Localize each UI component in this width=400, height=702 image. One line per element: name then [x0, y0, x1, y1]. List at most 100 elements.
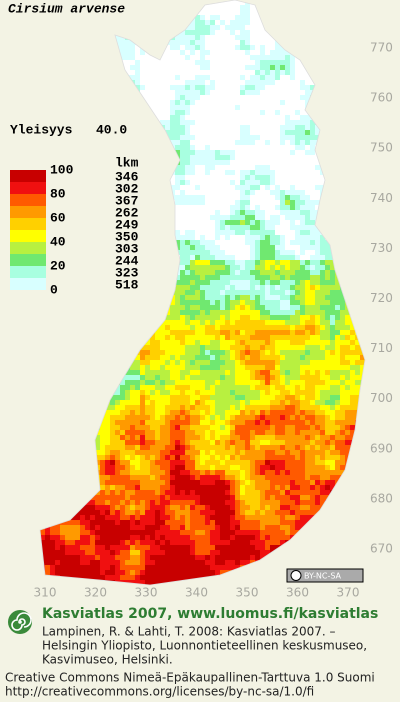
map-cell	[215, 305, 220, 310]
map-cell	[365, 30, 370, 35]
map-cell	[280, 160, 285, 165]
map-cell	[70, 200, 75, 205]
map-cell	[365, 215, 370, 220]
map-cell	[235, 130, 240, 135]
map-cell	[95, 160, 100, 165]
map-cell	[325, 270, 330, 275]
map-cell	[90, 130, 95, 135]
map-cell	[350, 310, 355, 315]
map-cell	[200, 155, 205, 160]
map-cell	[285, 315, 290, 320]
map-cell	[210, 185, 215, 190]
map-cell	[190, 355, 195, 360]
map-cell	[290, 305, 295, 310]
map-cell	[70, 285, 75, 290]
map-cell	[290, 255, 295, 260]
map-cell	[305, 340, 310, 345]
map-cell	[115, 315, 120, 320]
map-cell	[110, 30, 115, 35]
map-cell	[130, 135, 135, 140]
map-cell	[260, 185, 265, 190]
map-cell	[165, 55, 170, 60]
map-cell	[135, 355, 140, 360]
map-cell	[250, 25, 255, 30]
map-cell	[245, 185, 250, 190]
map-cell	[180, 115, 185, 120]
map-cell	[295, 120, 300, 125]
map-cell	[315, 285, 320, 290]
map-cell	[350, 15, 355, 20]
map-cell	[245, 265, 250, 270]
map-cell	[165, 115, 170, 120]
map-cell	[250, 330, 255, 335]
map-cell	[35, 155, 40, 160]
map-cell	[155, 220, 160, 225]
map-cell	[365, 165, 370, 170]
map-cell	[210, 150, 215, 155]
map-cell	[115, 75, 120, 80]
map-cell	[230, 100, 235, 105]
map-cell	[240, 165, 245, 170]
map-cell	[310, 220, 315, 225]
map-cell	[325, 85, 330, 90]
map-cell	[335, 365, 340, 370]
map-cell	[165, 160, 170, 165]
map-cell	[175, 10, 180, 15]
map-cell	[95, 45, 100, 50]
map-cell	[105, 55, 110, 60]
map-cell	[70, 275, 75, 280]
map-cell	[300, 270, 305, 275]
map-cell	[275, 325, 280, 330]
map-cell	[205, 250, 210, 255]
map-cell	[315, 70, 320, 75]
map-cell	[175, 225, 180, 230]
map-cell	[325, 105, 330, 110]
map-cell	[105, 220, 110, 225]
map-cell	[180, 345, 185, 350]
map-cell	[95, 355, 100, 360]
map-cell	[120, 100, 125, 105]
map-cell	[285, 35, 290, 40]
map-cell	[170, 90, 175, 95]
map-cell	[265, 195, 270, 200]
map-cell	[115, 370, 120, 375]
map-cell	[285, 295, 290, 300]
map-cell	[145, 350, 150, 355]
map-cell	[230, 270, 235, 275]
map-cell	[320, 80, 325, 85]
map-cell	[150, 130, 155, 135]
map-cell	[345, 145, 350, 150]
map-cell	[350, 110, 355, 115]
map-cell	[355, 20, 360, 25]
map-cell	[205, 150, 210, 155]
map-cell	[365, 5, 370, 10]
map-cell	[85, 150, 90, 155]
map-cell	[280, 290, 285, 295]
map-cell	[95, 140, 100, 145]
map-cell	[300, 125, 305, 130]
map-cell	[185, 90, 190, 95]
map-cell	[340, 330, 345, 335]
map-cell	[340, 200, 345, 205]
map-cell	[290, 100, 295, 105]
map-cell	[340, 80, 345, 85]
map-cell	[360, 335, 365, 340]
map-cell	[280, 100, 285, 105]
map-cell	[100, 175, 105, 180]
map-cell	[235, 55, 240, 60]
map-cell	[285, 290, 290, 295]
map-cell	[195, 5, 200, 10]
map-cell	[250, 145, 255, 150]
map-cell	[335, 110, 340, 115]
map-cell	[85, 80, 90, 85]
map-cell	[200, 260, 205, 265]
map-cell	[155, 285, 160, 290]
map-cell	[270, 115, 275, 120]
map-cell	[95, 115, 100, 120]
map-cell	[255, 220, 260, 225]
map-cell	[95, 215, 100, 220]
map-cell	[275, 260, 280, 265]
map-cell	[135, 120, 140, 125]
map-cell	[295, 205, 300, 210]
map-cell	[185, 330, 190, 335]
